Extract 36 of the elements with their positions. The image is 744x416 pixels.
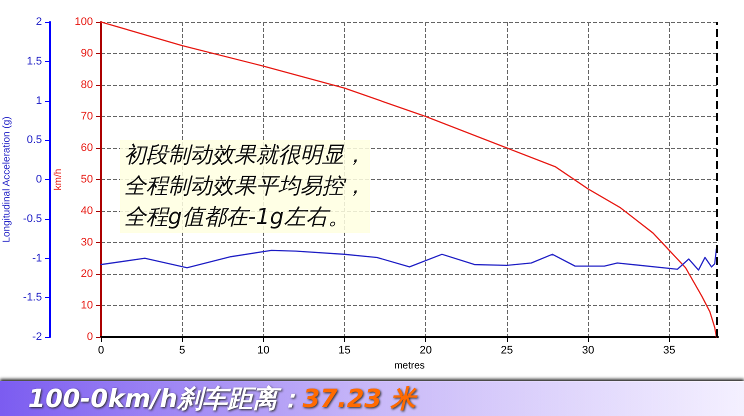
x-tick-label: 20 xyxy=(420,344,432,356)
x-axis-title: metres xyxy=(394,360,425,372)
y-tick-label: -2 xyxy=(32,331,42,343)
x-tick-label: 0 xyxy=(98,344,104,356)
y2-tick-label: 60 xyxy=(80,142,93,154)
x-tick-label: 30 xyxy=(582,344,594,356)
annotation: 全程g值都在-1g左右。 xyxy=(124,205,350,230)
x-tick-label: 10 xyxy=(257,344,270,356)
y2-tick-label: 90 xyxy=(80,48,93,60)
y-tick-label: 1 xyxy=(36,94,42,107)
y-tick-label: -1 xyxy=(32,252,42,264)
y2-axis-title: km/h xyxy=(53,168,64,190)
y-tick-label: 2 xyxy=(36,16,42,28)
annotation: 初段制动效果就很明显， xyxy=(124,143,366,168)
y2-tick-label: 70 xyxy=(80,110,93,122)
y2-tick-label: 100 xyxy=(74,16,93,28)
y-tick-label: 0 xyxy=(36,174,42,186)
y2-tick-label: 30 xyxy=(80,236,93,248)
x-tick-label: 35 xyxy=(663,344,676,356)
y-tick-label: -0.5 xyxy=(23,212,42,225)
y-axis-title: Longitudinal Acceleration (g) xyxy=(2,116,13,243)
y-tick-label: 1.5 xyxy=(26,55,42,68)
y2-tick-label: 10 xyxy=(80,300,93,312)
line-series xyxy=(100,248,718,271)
banner: 100-0km/h刹车距离：37.23 米 xyxy=(0,381,744,416)
y2-tick-label: 50 xyxy=(80,174,93,186)
y2-tick-label: 80 xyxy=(80,79,93,91)
y2-tick-label: 40 xyxy=(80,205,93,217)
y-tick-label: 0.5 xyxy=(26,134,42,146)
annotation: 全程制动效果平均易控， xyxy=(124,174,366,199)
y2-tick-label: 0 xyxy=(86,331,93,343)
y-tick-label: -1.5 xyxy=(23,292,42,304)
y2-tick-label: 20 xyxy=(80,268,93,280)
x-tick-label: 15 xyxy=(338,344,351,356)
x-tick-label: 5 xyxy=(179,344,186,356)
x-tick-label: 25 xyxy=(500,344,514,356)
